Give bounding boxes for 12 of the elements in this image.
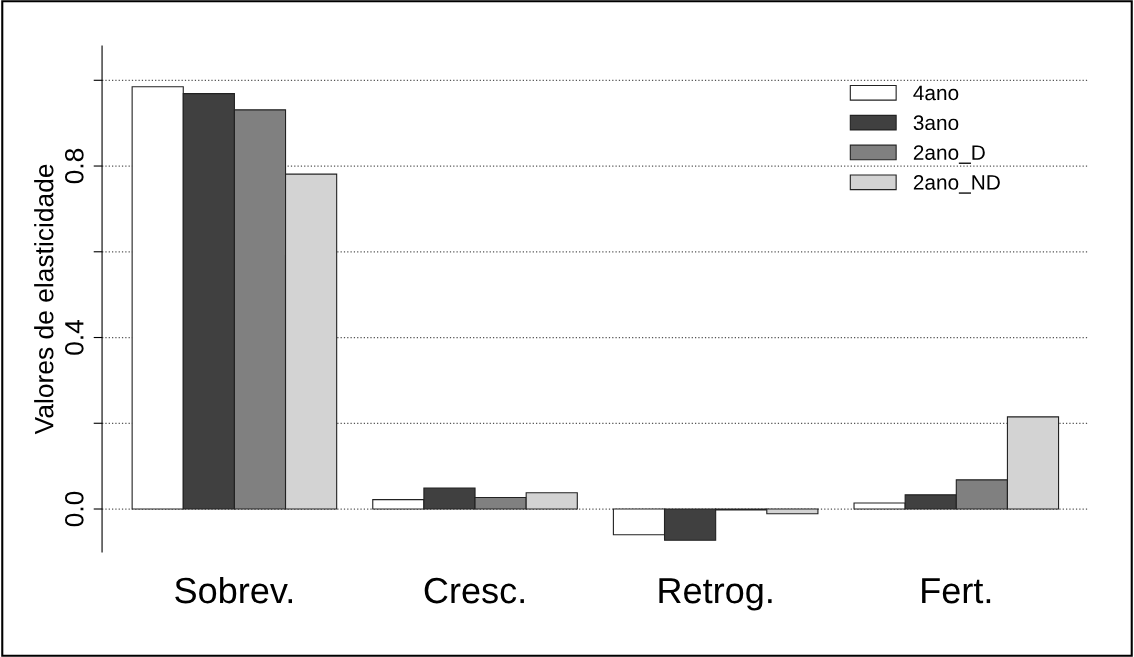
y-tick-label: 0.8 [64, 148, 84, 184]
y-tick-label: 0.4 [64, 319, 84, 355]
x-tick-label: Retrog. [659, 578, 772, 611]
legend-label: 2ano_D [913, 145, 985, 164]
x-tick-label: Sobrev. [175, 576, 293, 604]
x-tick-label: Fert. [922, 578, 991, 604]
y-axis-title: Valores de elasticidade [34, 164, 54, 435]
legend-label: 4ano [913, 85, 959, 101]
legend-label: 3ano [913, 115, 959, 131]
legend-label: 2ano_ND [913, 175, 1000, 194]
x-tick-label: Cresc. [424, 577, 524, 604]
y-tick-label: 0.0 [64, 491, 84, 527]
